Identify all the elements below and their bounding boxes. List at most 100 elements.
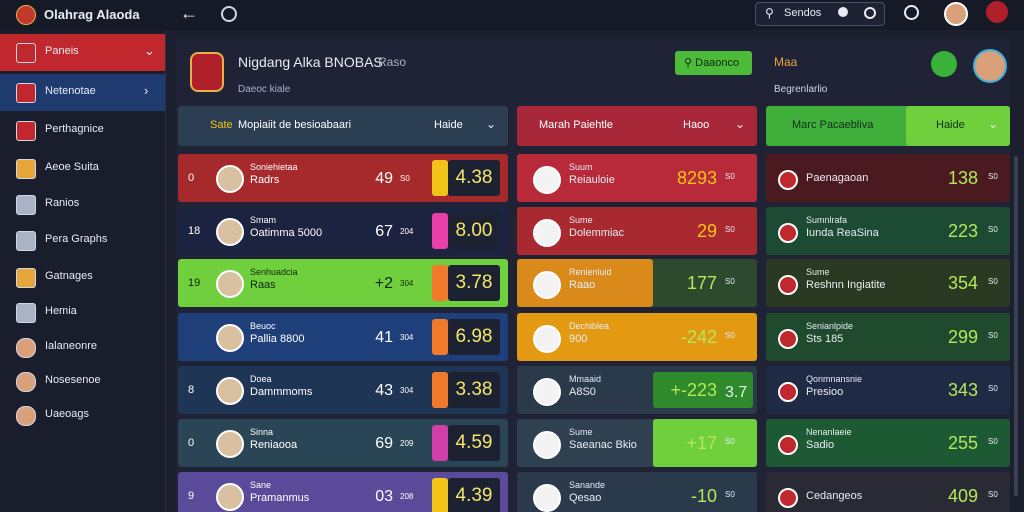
row-score: +2 xyxy=(374,275,393,292)
column-filter[interactable]: Haide xyxy=(936,119,965,131)
user-avatar[interactable] xyxy=(944,2,968,26)
row-small: 3.7 xyxy=(725,384,748,401)
row-small: S0 xyxy=(725,331,735,340)
sidebar-item[interactable]: Perthagnice xyxy=(45,123,104,135)
player-avatar xyxy=(216,324,244,352)
row-name: Sanande xyxy=(569,480,606,490)
team-badge xyxy=(778,170,798,190)
sidebar-item[interactable]: Aeoe Suita xyxy=(45,161,99,173)
sidebar-icon xyxy=(16,406,36,426)
row-rank: 19 xyxy=(188,277,201,289)
settings-icon[interactable] xyxy=(221,6,237,22)
row-score: 343 xyxy=(947,380,978,400)
sidebar-item[interactable]: Ialaneonre xyxy=(45,340,97,352)
side-avatar[interactable] xyxy=(973,49,1007,83)
column-header xyxy=(517,106,757,146)
row-small: 208 xyxy=(400,492,414,501)
app-name: Olahrag Alaoda xyxy=(44,7,140,22)
profile-avatar[interactable] xyxy=(986,1,1008,23)
match-row[interactable] xyxy=(766,366,1010,414)
row-odds[interactable]: 3.38 xyxy=(455,379,493,400)
sidebar-icon xyxy=(16,83,36,103)
odds-box[interactable] xyxy=(448,213,500,249)
row-sub: Reniaooa xyxy=(250,439,298,451)
odds-box[interactable] xyxy=(448,265,500,301)
sidebar-item[interactable]: Pera Graphs xyxy=(45,233,108,245)
row-odds[interactable]: 3.78 xyxy=(455,272,493,293)
row-sub: Pramanmus xyxy=(250,492,310,504)
sidebar-item[interactable]: Uaeoags xyxy=(45,408,90,420)
row-small: S0 xyxy=(725,172,735,181)
row-sub: Sadio xyxy=(806,439,835,451)
team-badge xyxy=(778,488,798,508)
odds-box[interactable] xyxy=(448,425,500,461)
row-sub: Qesao xyxy=(569,492,602,504)
odds-box[interactable] xyxy=(448,478,500,512)
team-badge xyxy=(778,382,798,402)
sidebar-item[interactable]: Hemia xyxy=(45,305,77,317)
match-row[interactable] xyxy=(766,313,1010,361)
team-badge xyxy=(778,275,798,295)
row-rank: 0 xyxy=(188,437,195,449)
row-odds[interactable]: 4.39 xyxy=(455,485,493,506)
row-score: 177 xyxy=(686,273,717,293)
odds-accent xyxy=(432,265,448,301)
toggle-icon[interactable] xyxy=(864,7,876,19)
match-row[interactable] xyxy=(766,259,1010,307)
row-small: 304 xyxy=(400,279,414,288)
row-name: Qonmnansnie xyxy=(806,374,863,384)
column-chevron[interactable]: ⌄ xyxy=(486,117,497,131)
odds-box[interactable] xyxy=(448,160,500,196)
search-button[interactable] xyxy=(904,5,919,20)
sidebar-icon xyxy=(16,195,36,215)
row-odds[interactable]: 4.38 xyxy=(455,167,493,188)
action-button[interactable] xyxy=(675,51,752,75)
match-row[interactable] xyxy=(766,419,1010,467)
row-score: 409 xyxy=(947,486,978,506)
column-filter[interactable]: Haide xyxy=(434,119,463,131)
sidebar-item[interactable]: Paneis xyxy=(45,45,79,57)
team-badge xyxy=(533,484,561,512)
sidebar-icon xyxy=(16,121,36,141)
match-row[interactable] xyxy=(766,207,1010,255)
odds-box[interactable] xyxy=(448,319,500,355)
match-row[interactable] xyxy=(766,154,1010,202)
row-odds[interactable]: 6.98 xyxy=(455,326,493,347)
row-sub: Reiauloie xyxy=(569,174,615,186)
team-badge xyxy=(533,219,561,247)
sidebar-item[interactable]: Gatnages xyxy=(45,270,93,282)
column-filter[interactable]: Haoo xyxy=(683,119,710,131)
sidebar-item[interactable]: Netenotae xyxy=(45,85,96,97)
sidebar-item[interactable]: Nosesenoe xyxy=(45,374,101,386)
row-odds[interactable]: 4.59 xyxy=(455,432,493,453)
column-chevron[interactable]: ⌄ xyxy=(988,117,999,131)
row-score: 03 xyxy=(375,488,393,505)
sidebar-item[interactable]: Ranios xyxy=(45,197,80,209)
row-sub: Raao xyxy=(569,279,596,291)
row-small: 209 xyxy=(400,439,414,448)
row-small: S0 xyxy=(725,277,735,286)
filter-icon[interactable] xyxy=(838,7,848,17)
row-name: Beuoc xyxy=(250,321,276,331)
column-chevron[interactable]: ⌄ xyxy=(735,117,746,131)
row-odds[interactable]: 8.00 xyxy=(455,220,493,241)
row-name: Nenanlaeie xyxy=(806,427,852,437)
action-button-text[interactable]: Daaonco xyxy=(695,57,740,69)
match-row[interactable] xyxy=(766,472,1010,512)
player-avatar xyxy=(216,430,244,458)
live-button[interactable] xyxy=(931,51,957,77)
sidebar-icon xyxy=(16,372,36,392)
odds-box[interactable] xyxy=(448,372,500,408)
row-score: 8293 xyxy=(676,168,717,188)
action-button-label[interactable]: ⚲ Daaonco xyxy=(684,57,740,69)
row-sub: 900 xyxy=(569,333,588,345)
row-rank: 8 xyxy=(188,384,195,396)
row-score: +-223 xyxy=(670,380,717,400)
player-avatar xyxy=(216,165,244,193)
row-score: 255 xyxy=(947,433,978,453)
row-small: S0 xyxy=(988,437,998,446)
back-button[interactable]: ← xyxy=(180,3,198,23)
team-badge xyxy=(778,329,798,349)
row-score: 43 xyxy=(375,382,393,399)
search-box[interactable] xyxy=(755,2,885,26)
